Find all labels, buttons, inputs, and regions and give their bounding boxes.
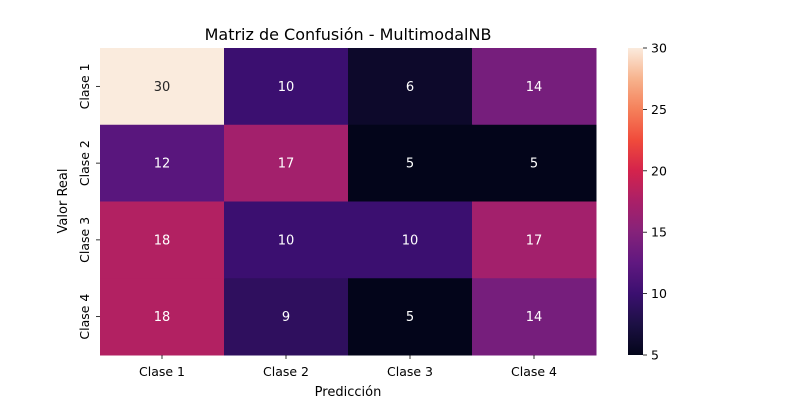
heatmap-cell	[472, 201, 597, 279]
colorbar	[628, 48, 643, 355]
y-tick-label: Clase 4	[77, 294, 92, 340]
cell-value-label: 5	[406, 310, 414, 325]
heatmap-cell	[100, 201, 225, 279]
cell-value-label: 30	[154, 80, 171, 95]
heatmap-cell	[472, 48, 597, 126]
heatmap-cell	[472, 278, 597, 356]
y-axis-label: Valor Real	[56, 169, 71, 234]
heatmap-cell	[224, 201, 349, 279]
heatmap-cell	[100, 124, 225, 202]
cell-value-label: 14	[526, 80, 543, 95]
cell-value-label: 10	[278, 233, 295, 248]
colorbar-tick-label: 10	[651, 286, 667, 301]
x-axis-ticks: Clase 1 Clase 2 Clase 3 Clase 4	[139, 355, 557, 379]
heatmap-cell	[224, 124, 349, 202]
cell-value-label: 17	[526, 233, 543, 248]
heatmap-cell	[100, 48, 225, 126]
cell-value-label: 12	[154, 157, 171, 172]
heatmap-cell-labels: 30 10 6 14 12 17 5 5 18 10 10 17 18 9 5 14	[154, 80, 543, 325]
cell-value-label: 10	[402, 233, 419, 248]
cell-value-label: 5	[530, 157, 538, 172]
x-tick-label: Clase 1	[139, 364, 185, 379]
heatmap-cell	[224, 278, 349, 356]
cell-value-label: 18	[154, 310, 171, 325]
cell-value-label: 10	[278, 80, 295, 95]
heatmap-cells	[100, 48, 597, 356]
colorbar-tick-label: 25	[651, 102, 667, 117]
x-tick-label: Clase 3	[387, 364, 433, 379]
y-axis-ticks: Clase 1 Clase 2 Clase 3 Clase 4	[77, 63, 100, 340]
heatmap-cell	[348, 124, 473, 202]
y-tick-label: Clase 1	[77, 63, 92, 109]
chart-title: Matriz de Confusión - MultimodalNB	[205, 25, 492, 44]
cell-value-label: 6	[406, 80, 414, 95]
cell-value-label: 9	[282, 310, 290, 325]
y-tick-label: Clase 2	[77, 140, 92, 186]
cell-value-label: 18	[154, 233, 171, 248]
heatmap-cell	[100, 278, 225, 356]
colorbar-tick-label: 30	[651, 41, 667, 56]
colorbar-tick-label: 20	[651, 163, 667, 178]
heatmap-cell	[348, 48, 473, 126]
x-axis-label: Predicción	[315, 385, 382, 400]
heatmap-cell	[348, 201, 473, 279]
x-tick-label: Clase 2	[263, 364, 309, 379]
heatmap-cell	[348, 278, 473, 356]
colorbar-ticks: 5 10 15 20 25 30	[643, 41, 667, 363]
x-tick-label: Clase 4	[511, 364, 557, 379]
cell-value-label: 14	[526, 310, 543, 325]
colorbar-tick-label: 5	[651, 348, 659, 363]
cell-value-label: 17	[278, 157, 295, 172]
colorbar-tick-label: 15	[651, 225, 667, 240]
y-tick-label: Clase 3	[77, 217, 92, 263]
heatmap-cell	[224, 48, 349, 126]
heatmap-cell	[472, 124, 597, 202]
cell-value-label: 5	[406, 157, 414, 172]
